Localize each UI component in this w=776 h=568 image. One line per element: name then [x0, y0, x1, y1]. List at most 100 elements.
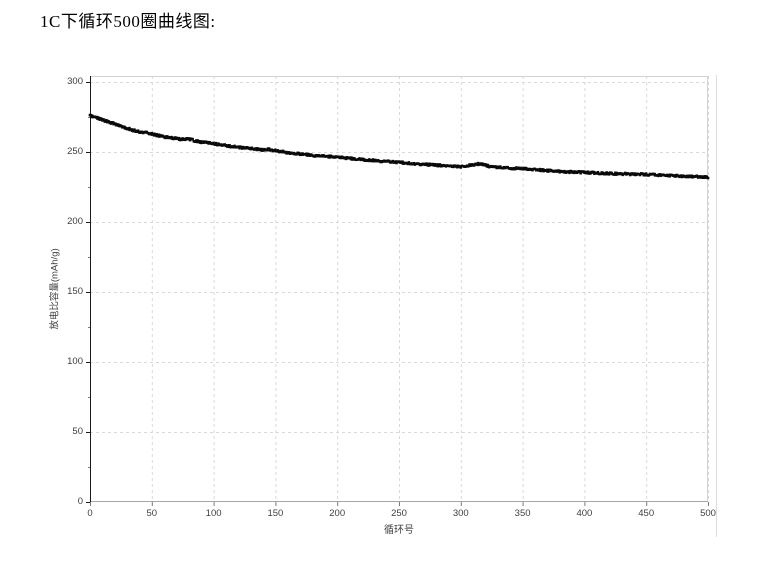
data-point — [480, 162, 484, 165]
data-point — [623, 171, 627, 175]
data-point — [153, 132, 156, 135]
data-point — [212, 142, 215, 145]
data-point — [187, 137, 191, 140]
data-point — [140, 130, 144, 133]
data-point — [248, 147, 251, 150]
data-point — [327, 156, 330, 159]
data-point — [361, 158, 365, 162]
data-point — [485, 165, 488, 168]
data-point — [504, 166, 507, 170]
data-point — [256, 147, 260, 150]
data-point — [585, 171, 589, 175]
data-point — [541, 168, 544, 171]
data-point — [438, 163, 441, 166]
data-point — [156, 133, 160, 137]
data-point — [363, 159, 366, 162]
data-point — [510, 167, 513, 170]
data-point — [433, 163, 437, 166]
data-point — [352, 157, 355, 160]
data-point — [476, 163, 480, 167]
data-point — [134, 130, 137, 133]
data-point — [594, 171, 597, 175]
data-point — [526, 168, 529, 171]
data-point — [628, 172, 632, 175]
data-point — [443, 164, 446, 167]
data-point — [689, 175, 692, 179]
data-point — [522, 168, 526, 171]
data-point — [424, 163, 428, 166]
data-point — [186, 137, 189, 140]
data-point — [554, 169, 558, 172]
data-point — [610, 172, 613, 175]
data-point — [417, 162, 420, 166]
data-point — [568, 171, 571, 175]
data-point — [376, 159, 380, 162]
data-point — [494, 165, 497, 168]
data-point — [600, 172, 603, 176]
data-point — [694, 174, 697, 178]
data-point — [421, 163, 424, 166]
data-point — [312, 155, 315, 158]
data-point — [146, 131, 150, 135]
data-point — [296, 151, 299, 154]
data-point — [307, 153, 310, 156]
data-point — [518, 167, 522, 170]
data-point — [547, 170, 550, 173]
data-point — [355, 158, 359, 161]
data-point — [203, 140, 207, 144]
data-point — [495, 166, 498, 170]
data-point — [542, 168, 545, 171]
y-tick-label: 0 — [77, 496, 83, 507]
data-point — [321, 154, 324, 157]
data-point — [202, 141, 205, 144]
data-point — [286, 151, 289, 154]
data-point — [426, 164, 429, 167]
data-point — [331, 155, 334, 159]
data-point — [271, 149, 275, 153]
data-point — [542, 170, 545, 173]
data-point — [651, 172, 654, 176]
data-point — [596, 170, 600, 174]
data-point — [491, 165, 495, 169]
data-point — [337, 155, 340, 158]
data-point — [513, 167, 517, 171]
data-point — [438, 164, 441, 168]
data-point — [185, 138, 188, 141]
data-point — [229, 146, 233, 149]
data-point — [345, 156, 349, 159]
data-point — [380, 160, 383, 164]
data-point — [401, 160, 404, 163]
data-point — [633, 173, 637, 177]
data-point — [433, 164, 437, 167]
data-point — [255, 148, 259, 152]
data-point — [516, 167, 519, 170]
data-point — [149, 132, 152, 136]
data-point — [122, 125, 125, 128]
data-point — [162, 136, 166, 139]
data-point — [272, 149, 276, 153]
data-point — [230, 145, 234, 148]
data-point — [153, 134, 156, 137]
data-point — [171, 137, 175, 141]
data-point — [159, 134, 162, 137]
data-point — [119, 124, 123, 127]
data-point — [150, 131, 153, 135]
data-point — [150, 133, 153, 136]
data-point — [222, 143, 225, 147]
data-point — [158, 135, 161, 138]
data-point — [680, 174, 684, 178]
data-point — [560, 170, 564, 173]
data-point — [240, 146, 244, 149]
data-point — [360, 157, 364, 160]
data-point — [405, 162, 408, 165]
data-point — [447, 164, 450, 168]
data-point — [130, 129, 134, 133]
data-point — [238, 147, 241, 150]
data-point — [104, 118, 108, 122]
data-point — [141, 131, 145, 135]
data-point — [208, 141, 212, 144]
data-point — [160, 134, 163, 137]
data-point — [211, 142, 214, 146]
data-point — [363, 158, 366, 161]
